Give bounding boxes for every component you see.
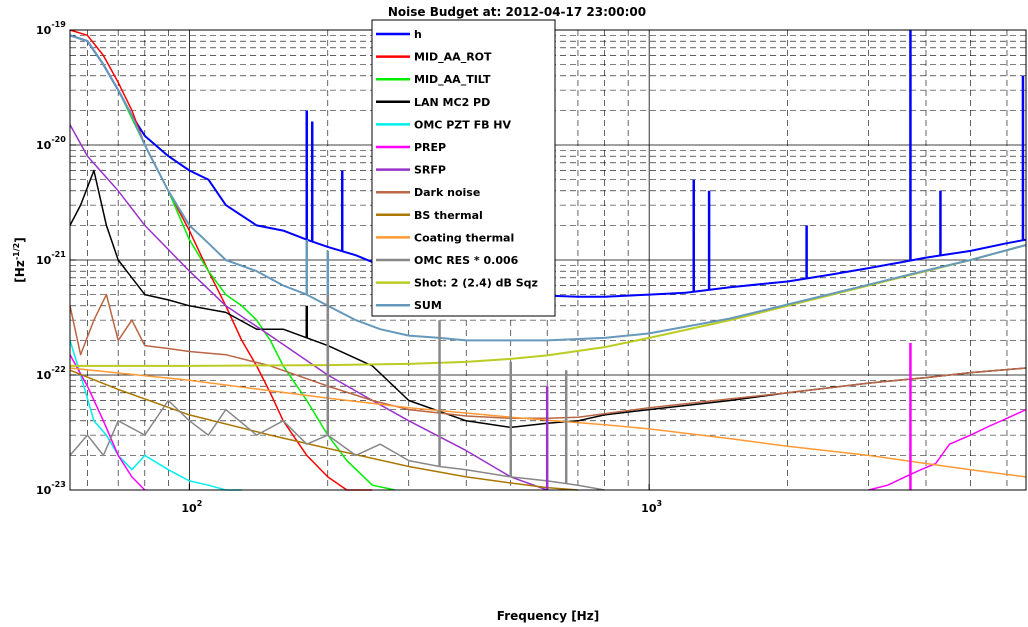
legend-item-omc-res-0-006: OMC RES * 0.006 <box>376 254 519 267</box>
chart-title: Noise Budget at: 2012-04-17 23:00:00 <box>388 5 646 19</box>
legend-label: Shot: 2 (2.4) dB Sqz <box>414 277 538 290</box>
y-axis-label-close: ] <box>13 237 27 242</box>
legend-item-mid-aa-tilt: MID_AA_TILT <box>376 73 491 86</box>
axis-ticks: 102 103 10-19 10-20 10-21 10-22 10-23 <box>36 20 662 515</box>
legend-item-bs-thermal: BS thermal <box>376 209 483 222</box>
y-axis-label-base: [Hz <box>13 260 27 283</box>
y-tick-label: 10-19 <box>36 20 66 37</box>
svg-text:[Hz-1/2]: [Hz-1/2] <box>12 237 27 282</box>
x-tick-label: 102 <box>181 499 202 515</box>
legend-item-mid-aa-rot: MID_AA_ROT <box>376 51 492 64</box>
legend-label: SUM <box>414 299 442 312</box>
x-axis-label: Frequency [Hz] <box>497 609 599 623</box>
y-axis-label-exp: -1/2 <box>12 243 21 260</box>
legend-item-prep: PREP <box>376 141 446 154</box>
legend-item-srfp: SRFP <box>376 164 446 177</box>
legend-label: PREP <box>414 141 446 154</box>
legend-label: MID_AA_TILT <box>414 73 491 86</box>
y-tick-label: 10-23 <box>36 480 66 497</box>
series-line-srfp <box>69 124 548 491</box>
series-line-omc-res-0-006 <box>69 399 605 491</box>
y-tick-label: 10-21 <box>36 250 66 267</box>
legend-label: Coating thermal <box>414 231 514 244</box>
series-line-mid-aa-rot <box>69 29 373 491</box>
legend-item-omc-pzt-fb-hv: OMC PZT FB HV <box>376 118 512 131</box>
legend-label: MID_AA_ROT <box>414 51 492 64</box>
legend-item-coating-thermal: Coating thermal <box>376 231 514 244</box>
legend-label: LAN MC2 PD <box>414 96 490 109</box>
legend-label: h <box>414 28 422 41</box>
series-line-sum <box>69 34 1027 342</box>
series-line-bs-thermal <box>69 369 579 491</box>
legend-item-h: h <box>376 28 422 41</box>
x-tick-label: 103 <box>641 499 662 515</box>
series-line-omc-pzt-fb-hv <box>69 340 242 491</box>
y-tick-label: 10-20 <box>36 135 66 152</box>
series-line-prep <box>868 408 1027 491</box>
legend-label: BS thermal <box>414 209 483 222</box>
legend-box <box>371 19 556 317</box>
y-axis-label: [Hz-1/2] <box>12 237 27 282</box>
legend-label: SRFP <box>414 164 446 177</box>
legend-item-sum: SUM <box>376 299 442 312</box>
y-tick-label: 10-22 <box>36 365 66 382</box>
legend-label: OMC PZT FB HV <box>414 118 512 131</box>
legend-label: OMC RES * 0.006 <box>414 254 519 267</box>
legend-item-shot-2-2-4-db-sqz: Shot: 2 (2.4) dB Sqz <box>376 277 538 290</box>
legend-item-dark-noise: Dark noise <box>376 186 480 199</box>
legend-item-lan-mc2-pd: LAN MC2 PD <box>376 96 490 109</box>
legend: h MID_AA_ROT MID_AA_TILT LAN MC2 PD OMC PZT … <box>371 19 556 317</box>
legend-label: Dark noise <box>414 186 480 199</box>
